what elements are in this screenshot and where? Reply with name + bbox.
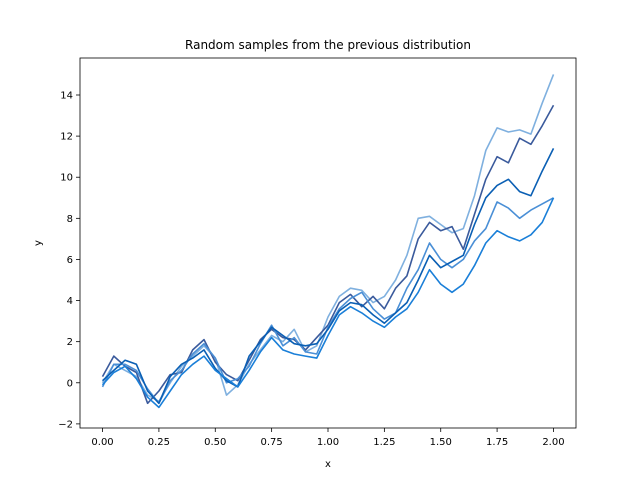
series-line-5 (101, 197, 555, 409)
y-tick-label: 6 (67, 255, 73, 266)
chart-title: Random samples from the previous distrib… (185, 38, 471, 52)
y-tick-label: 2 (67, 337, 73, 348)
x-axis-label: x (325, 459, 331, 470)
x-tick-label: 0.75 (261, 437, 283, 448)
x-tick-label: 2.00 (542, 437, 564, 448)
y-tick-label: 8 (67, 214, 73, 225)
y-tick-label: 0 (67, 378, 73, 389)
series-line-3 (101, 197, 554, 405)
x-tick-label: 0.50 (204, 437, 226, 448)
x-axis: 0.00 0.25 0.50 0.75 1.00 1.25 1.50 1.75 2.00 (91, 428, 565, 448)
y-axis-label: y (33, 240, 44, 246)
y-tick-label: 4 (67, 296, 73, 307)
x-tick-label: 1.50 (430, 437, 452, 448)
series-line-1 (101, 74, 555, 403)
y-tick-label: −2 (58, 419, 73, 430)
x-tick-label: 1.25 (373, 437, 395, 448)
series-layer (101, 74, 555, 409)
y-tick-label: 10 (60, 173, 73, 184)
x-tick-label: 0.00 (91, 437, 113, 448)
series-line-4 (101, 148, 555, 405)
x-tick-label: 1.75 (486, 437, 508, 448)
y-tick-label: 14 (60, 91, 73, 102)
y-tick-label: 12 (60, 132, 73, 143)
y-axis: −2 0 2 4 6 8 10 12 14 (58, 91, 80, 430)
x-tick-label: 1.00 (317, 437, 339, 448)
x-tick-label: 0.25 (148, 437, 170, 448)
